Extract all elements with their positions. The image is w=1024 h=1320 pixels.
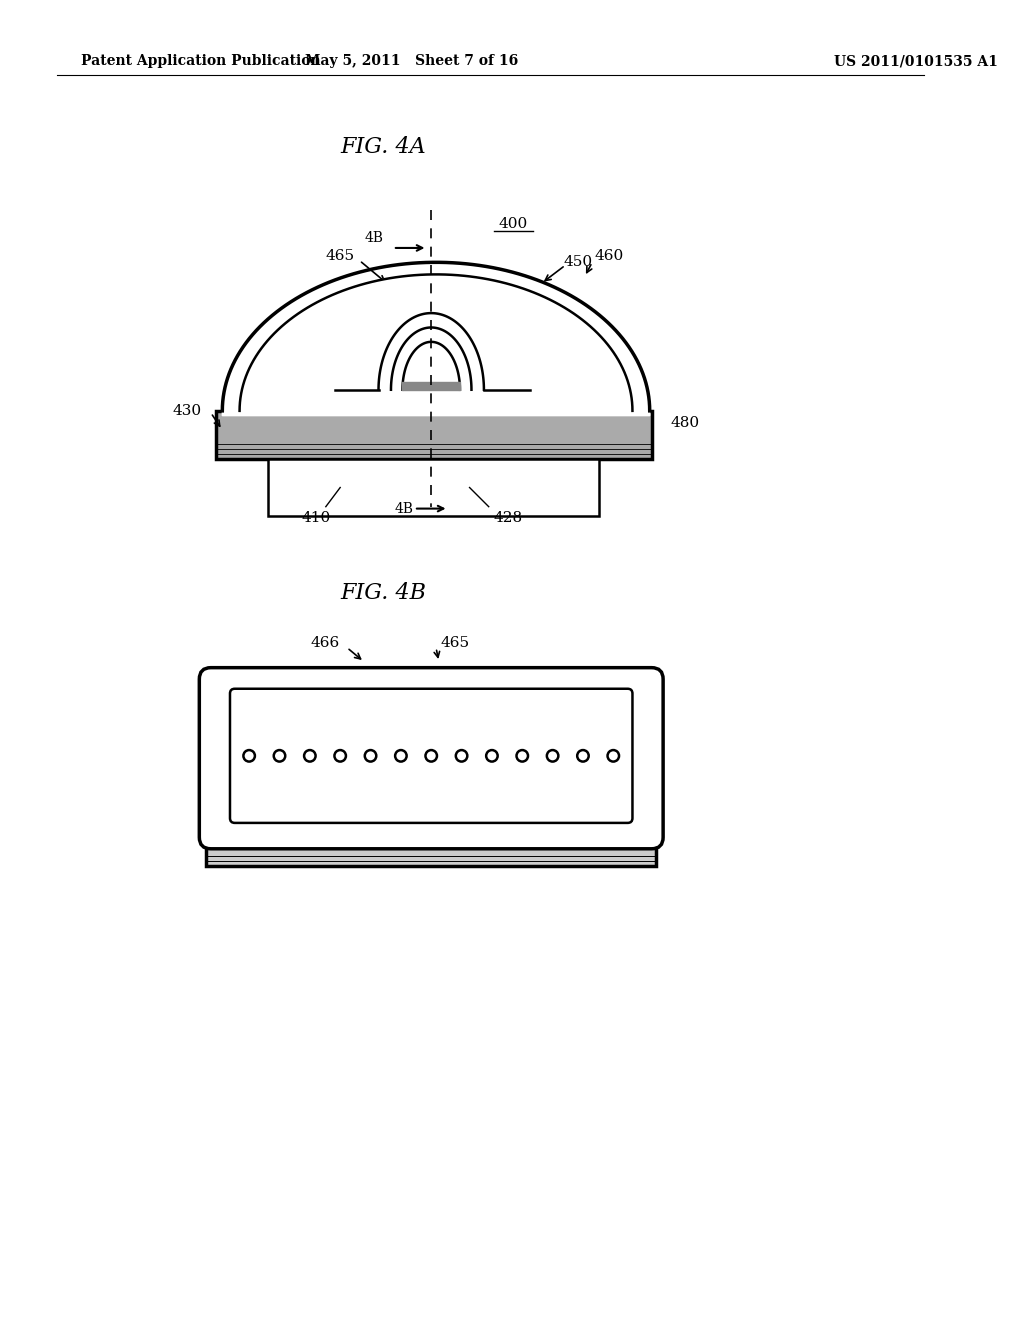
Circle shape: [578, 750, 589, 762]
Bar: [206, 833, 656, 866]
Circle shape: [244, 750, 255, 762]
Circle shape: [486, 750, 498, 762]
Circle shape: [425, 750, 437, 762]
Text: 466: 466: [388, 279, 418, 293]
Bar: [402, 381, 460, 389]
Bar: [259, 389, 340, 411]
Circle shape: [547, 750, 558, 762]
Bar: [525, 389, 608, 411]
Text: 400: 400: [498, 216, 527, 231]
Text: May 5, 2011   Sheet 7 of 16: May 5, 2011 Sheet 7 of 16: [305, 54, 519, 69]
Text: 480: 480: [671, 416, 700, 430]
Polygon shape: [240, 275, 633, 413]
Polygon shape: [222, 263, 649, 416]
Bar: [268, 459, 599, 516]
Text: Patent Application Publication: Patent Application Publication: [82, 54, 322, 69]
Text: 465: 465: [440, 636, 470, 649]
Circle shape: [304, 750, 315, 762]
Text: 430: 430: [172, 404, 202, 418]
Circle shape: [456, 750, 467, 762]
Circle shape: [607, 750, 620, 762]
Text: 465: 465: [326, 248, 354, 263]
Circle shape: [335, 750, 346, 762]
Bar: [216, 411, 651, 459]
Text: FIG. 4A: FIG. 4A: [340, 136, 426, 158]
Circle shape: [395, 750, 407, 762]
Text: 4B: 4B: [395, 502, 414, 516]
Text: FIG. 4B: FIG. 4B: [340, 582, 426, 605]
Circle shape: [516, 750, 528, 762]
Text: 4B: 4B: [365, 231, 383, 246]
Circle shape: [365, 750, 376, 762]
Text: 428: 428: [494, 511, 522, 525]
Text: 466: 466: [311, 636, 340, 649]
FancyBboxPatch shape: [200, 668, 664, 849]
Text: US 2011/0101535 A1: US 2011/0101535 A1: [834, 54, 997, 69]
Text: 450: 450: [563, 255, 593, 269]
FancyBboxPatch shape: [230, 689, 633, 822]
Text: 410: 410: [302, 511, 331, 525]
Circle shape: [273, 750, 286, 762]
Text: 460: 460: [594, 248, 624, 263]
